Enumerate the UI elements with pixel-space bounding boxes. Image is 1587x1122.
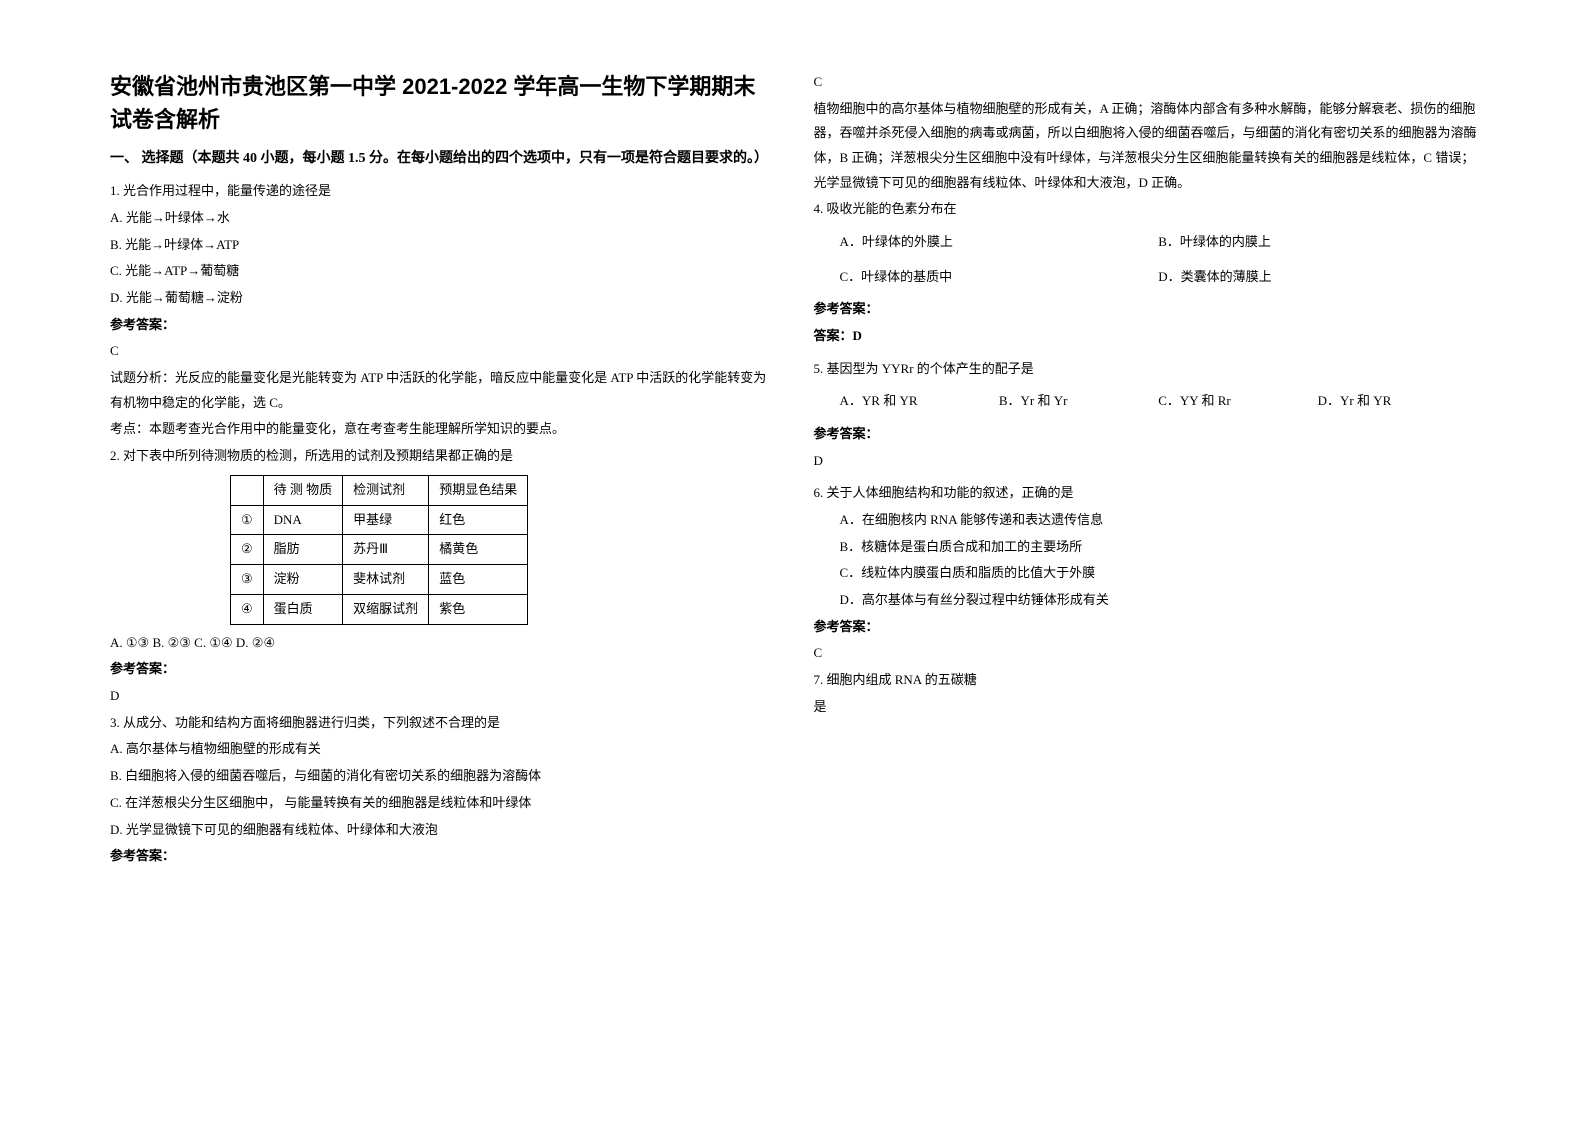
q5-ref-ans: D bbox=[814, 449, 1478, 474]
q7-cont: 是 bbox=[814, 695, 1478, 720]
table-cell bbox=[231, 475, 264, 505]
table-cell: 斐林试剂 bbox=[343, 565, 429, 595]
q5-option-c: C．YY 和 Rr bbox=[1158, 387, 1317, 416]
table-cell: 橘黄色 bbox=[429, 535, 528, 565]
table-cell: 蓝色 bbox=[429, 565, 528, 595]
table-cell: ① bbox=[231, 505, 264, 535]
q5-options-row: A．YR 和 YR B．Yr 和 Yr C．YY 和 Rr D．Yr 和 YR bbox=[814, 387, 1478, 416]
table-cell: ② bbox=[231, 535, 264, 565]
table-row: ② 脂肪 苏丹Ⅲ 橘黄色 bbox=[231, 535, 528, 565]
q3-option-c: C. 在洋葱根尖分生区细胞中， 与能量转换有关的细胞器是线粒体和叶绿体 bbox=[110, 791, 774, 816]
q1-point: 考点：本题考查光合作用中的能量变化，意在考查考生能理解所学知识的要点。 bbox=[110, 417, 774, 442]
doc-title: 安徽省池州市贵池区第一中学 2021-2022 学年高一生物下学期期末试卷含解析 bbox=[110, 70, 774, 136]
table-row: ④ 蛋白质 双缩脲试剂 紫色 bbox=[231, 594, 528, 624]
table-row: ③ 淀粉 斐林试剂 蓝色 bbox=[231, 565, 528, 595]
q3-option-a: A. 高尔基体与植物细胞壁的形成有关 bbox=[110, 737, 774, 762]
table-cell: 蛋白质 bbox=[263, 594, 343, 624]
table-row: ① DNA 甲基绿 红色 bbox=[231, 505, 528, 535]
q3-ref-ans: C bbox=[814, 70, 1478, 95]
table-cell: 紫色 bbox=[429, 594, 528, 624]
q6-option-a: A．在细胞核内 RNA 能够传递和表达遗传信息 bbox=[814, 508, 1478, 533]
q3-option-d: D. 光学显微镜下可见的细胞器有线粒体、叶绿体和大液泡 bbox=[110, 818, 774, 843]
q1-analysis: 试题分析：光反应的能量变化是光能转变为 ATP 中活跃的化学能，暗反应中能量变化… bbox=[110, 366, 774, 415]
q5-stem: 5. 基因型为 YYRr 的个体产生的配子是 bbox=[814, 357, 1478, 382]
q1-option-c: C. 光能→ATP→葡萄糖 bbox=[110, 259, 774, 284]
right-column: C 植物细胞中的高尔基体与植物细胞壁的形成有关，A 正确；溶酶体内部含有多种水解… bbox=[794, 70, 1498, 1082]
q6-option-d: D．高尔基体与有丝分裂过程中纺锤体形成有关 bbox=[814, 588, 1478, 613]
table-cell: 脂肪 bbox=[263, 535, 343, 565]
q3-stem: 3. 从成分、功能和结构方面将细胞器进行归类，下列叙述不合理的是 bbox=[110, 711, 774, 736]
q2-ref-ans: D bbox=[110, 684, 774, 709]
q7-stem: 7. 细胞内组成 RNA 的五碳糖 bbox=[814, 668, 1478, 693]
q2-table: 待 测 物质 检测试剂 预期显色结果 ① DNA 甲基绿 红色 ② 脂肪 苏丹Ⅲ… bbox=[230, 475, 528, 625]
table-cell: 待 测 物质 bbox=[263, 475, 343, 505]
q5-option-b: B．Yr 和 Yr bbox=[999, 387, 1158, 416]
table-header-row: 待 测 物质 检测试剂 预期显色结果 bbox=[231, 475, 528, 505]
q5-option-a: A．YR 和 YR bbox=[840, 387, 999, 416]
q4-options-row2: C．叶绿体的基质中 D．类囊体的薄膜上 bbox=[814, 263, 1478, 292]
section-header: 一、 选择题（本题共 40 小题，每小题 1.5 分。在每小题给出的四个选项中，… bbox=[110, 146, 774, 171]
q4-option-b: B．叶绿体的内膜上 bbox=[1158, 228, 1477, 257]
q4-ref-ans: 答案：D bbox=[814, 324, 1478, 349]
q4-stem: 4. 吸收光能的色素分布在 bbox=[814, 197, 1478, 222]
q6-ref-label: 参考答案： bbox=[814, 615, 1478, 640]
q4-option-d: D．类囊体的薄膜上 bbox=[1158, 263, 1477, 292]
q2-ref-label: 参考答案： bbox=[110, 657, 774, 682]
q5-option-d: D．Yr 和 YR bbox=[1318, 387, 1477, 416]
q6-stem: 6. 关于人体细胞结构和功能的叙述，正确的是 bbox=[814, 481, 1478, 506]
q4-ref-label: 参考答案： bbox=[814, 297, 1478, 322]
q4-options-row1: A．叶绿体的外膜上 B．叶绿体的内膜上 bbox=[814, 228, 1478, 257]
table-cell: 检测试剂 bbox=[343, 475, 429, 505]
q5-ref-label: 参考答案： bbox=[814, 422, 1478, 447]
q6-ref-ans: C bbox=[814, 641, 1478, 666]
q4-option-c: C．叶绿体的基质中 bbox=[840, 263, 1159, 292]
table-cell: ③ bbox=[231, 565, 264, 595]
table-cell: DNA bbox=[263, 505, 343, 535]
q1-option-a: A. 光能→叶绿体→水 bbox=[110, 206, 774, 231]
table-cell: 双缩脲试剂 bbox=[343, 594, 429, 624]
q3-explanation: 植物细胞中的高尔基体与植物细胞壁的形成有关，A 正确；溶酶体内部含有多种水解酶，… bbox=[814, 97, 1478, 196]
left-column: 安徽省池州市贵池区第一中学 2021-2022 学年高一生物下学期期末试卷含解析… bbox=[90, 70, 794, 1082]
q6-option-b: B．核糖体是蛋白质合成和加工的主要场所 bbox=[814, 535, 1478, 560]
table-cell: 淀粉 bbox=[263, 565, 343, 595]
table-cell: ④ bbox=[231, 594, 264, 624]
q1-stem: 1. 光合作用过程中，能量传递的途径是 bbox=[110, 179, 774, 204]
q1-option-d: D. 光能→葡萄糖→淀粉 bbox=[110, 286, 774, 311]
q1-ref-ans: C bbox=[110, 339, 774, 364]
q4-option-a: A．叶绿体的外膜上 bbox=[840, 228, 1159, 257]
q1-option-b: B. 光能→叶绿体→ATP bbox=[110, 233, 774, 258]
q3-ref-label: 参考答案： bbox=[110, 844, 774, 869]
q3-option-b: B. 白细胞将入侵的细菌吞噬后，与细菌的消化有密切关系的细胞器为溶酶体 bbox=[110, 764, 774, 789]
table-cell: 红色 bbox=[429, 505, 528, 535]
q2-stem: 2. 对下表中所列待测物质的检测，所选用的试剂及预期结果都正确的是 bbox=[110, 444, 774, 469]
q1-ref-label: 参考答案： bbox=[110, 313, 774, 338]
table-cell: 甲基绿 bbox=[343, 505, 429, 535]
table-cell: 苏丹Ⅲ bbox=[343, 535, 429, 565]
table-cell: 预期显色结果 bbox=[429, 475, 528, 505]
q2-options: A. ①③ B. ②③ C. ①④ D. ②④ bbox=[110, 631, 774, 656]
q6-option-c: C．线粒体内膜蛋白质和脂质的比值大于外膜 bbox=[814, 561, 1478, 586]
